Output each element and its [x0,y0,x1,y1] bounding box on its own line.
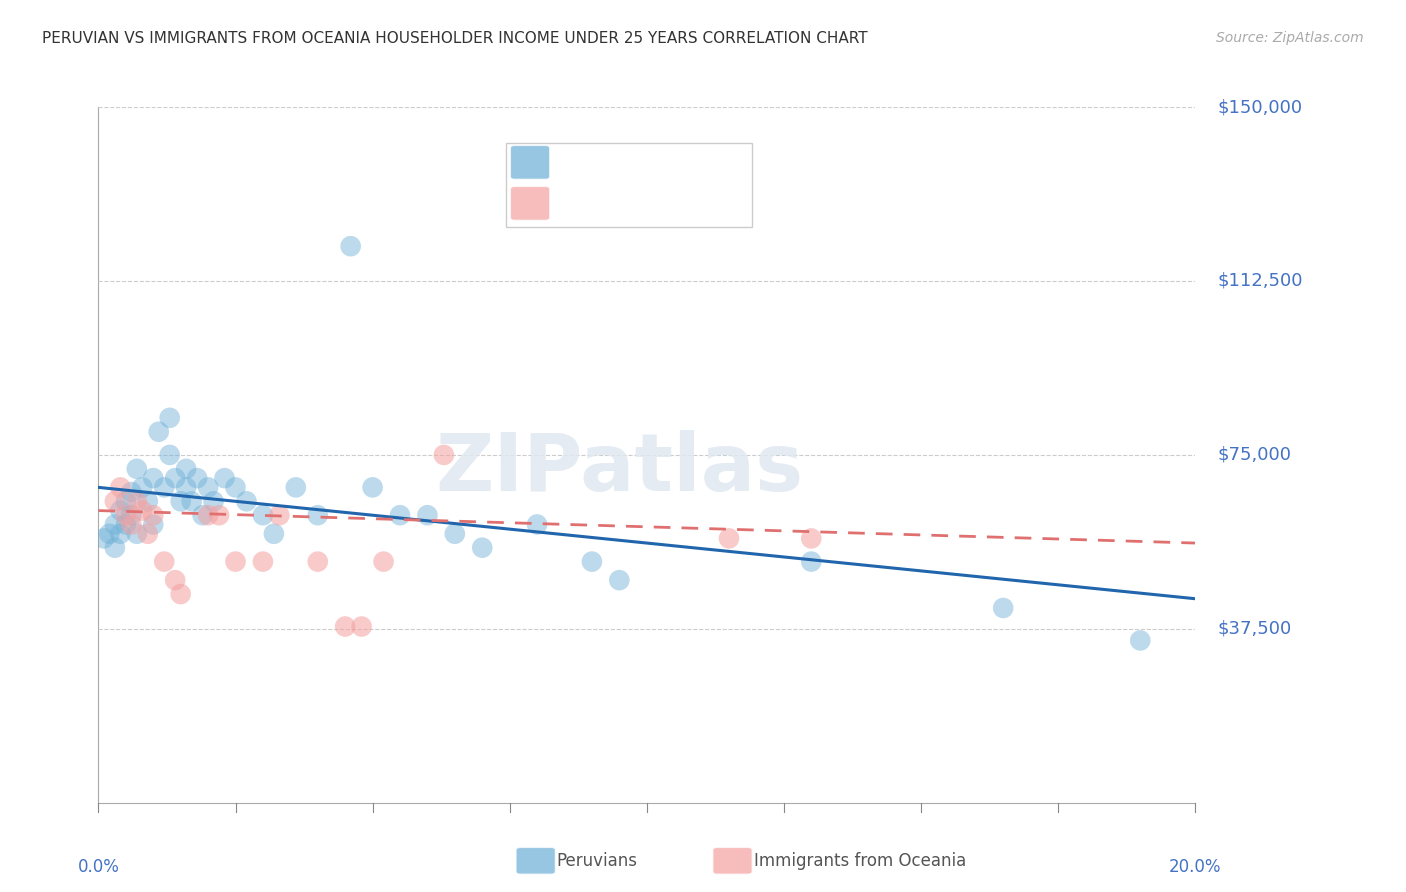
Point [170,494,193,508]
Point [307,508,329,523]
Point [263,526,285,541]
Point [153,480,176,494]
Point [148,425,170,439]
Point [93,532,115,546]
Point [252,555,274,569]
Point [159,448,181,462]
Point [339,239,361,253]
Point [350,619,373,633]
Point [104,541,127,555]
Text: ZIPatlas: ZIPatlas [436,430,803,508]
Point [120,517,142,532]
Text: $37,500: $37,500 [1218,620,1291,638]
Point [335,619,357,633]
Point [214,471,236,485]
Text: 20.0%: 20.0% [1168,858,1222,877]
Point [120,508,142,523]
Point [174,462,197,476]
Point [159,410,181,425]
Point [197,480,219,494]
Text: N = 48: N = 48 [654,153,716,171]
Point [142,471,165,485]
Point [142,517,165,532]
Point [125,462,148,476]
Point [800,532,823,546]
Point [115,494,138,508]
Text: Immigrants from Oceania: Immigrants from Oceania [754,852,966,870]
Point [104,517,127,532]
Point [526,517,548,532]
Point [202,494,225,508]
Point [131,503,153,517]
Point [174,480,197,494]
Text: $112,500: $112,500 [1218,272,1302,290]
Point [125,494,148,508]
Point [180,494,202,508]
Point [136,526,159,541]
Point [581,555,603,569]
Point [104,494,127,508]
Text: N = 23: N = 23 [654,194,716,212]
Point [191,508,214,523]
Point [433,448,456,462]
Text: $75,000: $75,000 [1218,446,1291,464]
Point [131,480,153,494]
Point [170,587,193,601]
Point [115,508,138,523]
Point [269,508,291,523]
Text: Peruvians: Peruvians [557,852,638,870]
Point [800,555,823,569]
Point [373,555,395,569]
Point [444,526,467,541]
Point [197,508,219,523]
Point [388,508,412,523]
Point [284,480,307,494]
Point [993,601,1015,615]
Text: 0.0%: 0.0% [77,858,120,877]
Point [471,541,494,555]
Point [225,480,247,494]
Point [186,471,208,485]
Point [142,508,165,523]
Point [208,508,231,523]
Point [416,508,439,523]
Text: Source: ZipAtlas.com: Source: ZipAtlas.com [1216,31,1364,45]
Point [361,480,384,494]
Text: R = -0.258: R = -0.258 [551,153,640,171]
Point [235,494,257,508]
Point [98,526,121,541]
Text: R = -0.130: R = -0.130 [551,194,641,212]
Text: $150,000: $150,000 [1218,98,1302,116]
Point [153,555,176,569]
Point [110,480,132,494]
Point [110,526,132,541]
Point [225,555,247,569]
Point [609,573,631,587]
Point [1129,633,1152,648]
Point [165,573,187,587]
Point [125,526,148,541]
Point [252,508,274,523]
Point [110,503,132,517]
Point [718,532,741,546]
Text: PERUVIAN VS IMMIGRANTS FROM OCEANIA HOUSEHOLDER INCOME UNDER 25 YEARS CORRELATIO: PERUVIAN VS IMMIGRANTS FROM OCEANIA HOUS… [42,31,868,46]
Point [165,471,187,485]
Point [120,485,142,500]
Point [136,494,159,508]
Point [115,517,138,532]
Point [307,555,329,569]
